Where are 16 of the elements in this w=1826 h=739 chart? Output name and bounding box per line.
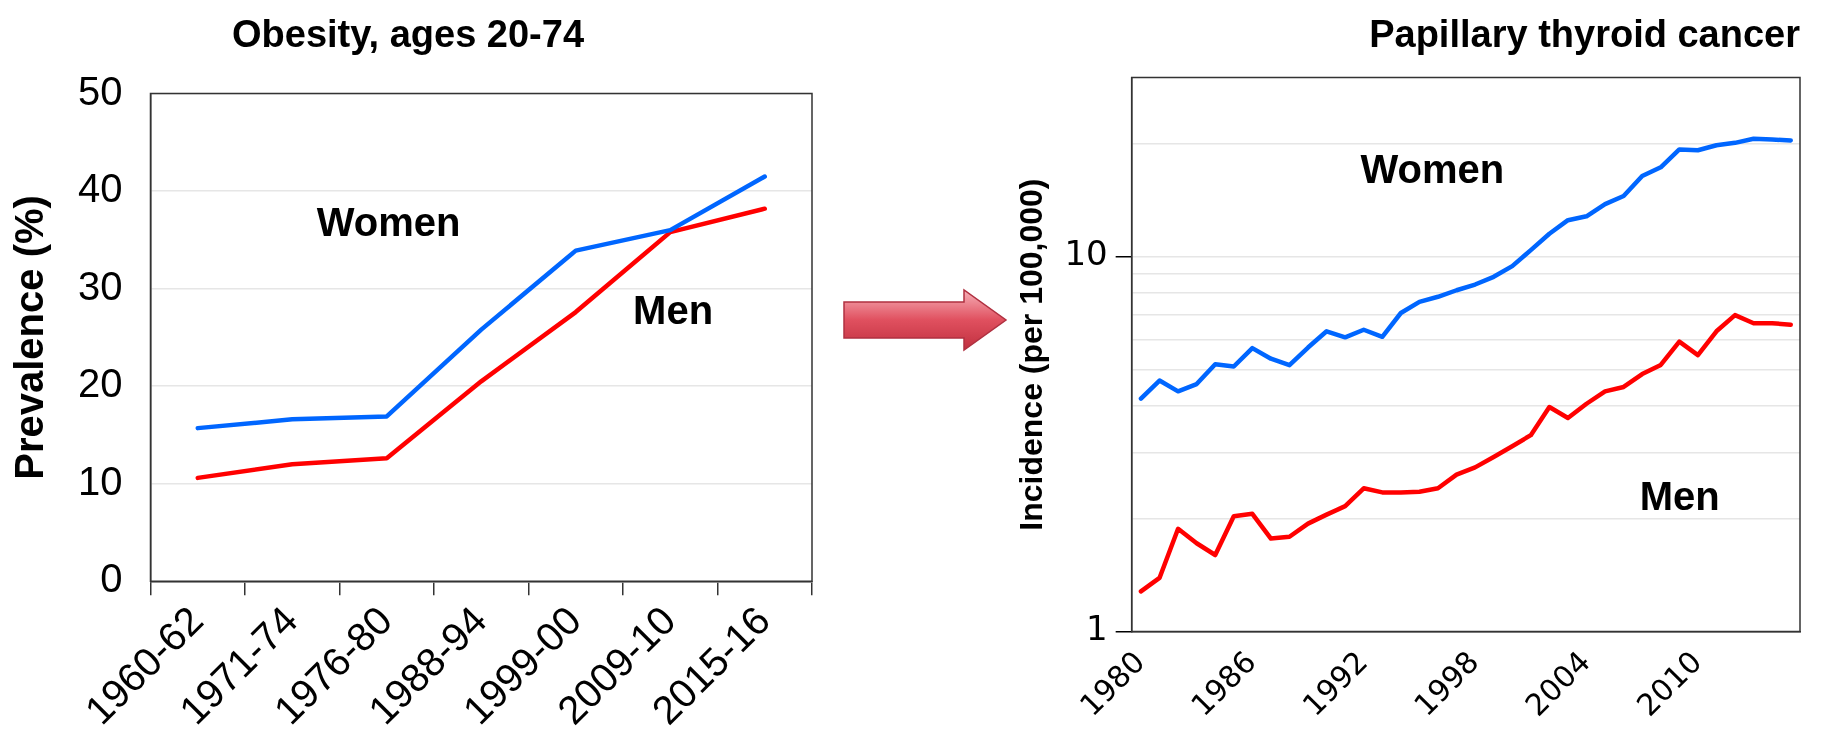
y-tick-label: 1: [1086, 608, 1108, 649]
y-tick-label: 0: [100, 556, 123, 601]
chart-title: Obesity, ages 20-74: [231, 13, 585, 56]
y-axis-title: Incidence (per 100,000): [1013, 178, 1050, 531]
y-tick-label: 20: [77, 361, 123, 406]
y-axis-title: Prevalence (%): [7, 195, 52, 480]
y-tick-label: 10: [77, 458, 123, 503]
y-tick-label: 40: [77, 166, 123, 211]
series-label: Men: [633, 288, 714, 333]
y-tick-label: 10: [1064, 233, 1108, 274]
y-tick-label: 50: [77, 68, 123, 113]
y-tick-label: 30: [77, 263, 123, 308]
text: Men: [1639, 473, 1720, 518]
series-label: Women: [316, 200, 461, 245]
series-label: Women: [1360, 146, 1505, 191]
chart-title: Papillary thyroid cancer: [1369, 13, 1801, 56]
